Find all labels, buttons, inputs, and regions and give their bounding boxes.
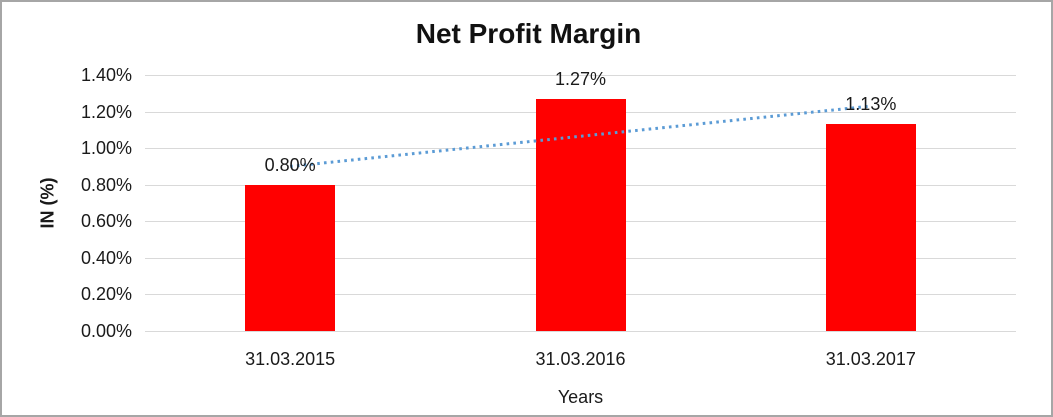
y-axis-tick-label: 0.20% bbox=[80, 284, 132, 305]
y-axis-tick-label: 0.00% bbox=[80, 321, 132, 341]
gridline bbox=[145, 331, 1016, 332]
y-axis-tick-label: 0.40% bbox=[80, 247, 132, 268]
y-axis-tick-label: 0.80% bbox=[80, 174, 132, 195]
plot-area: 0.80% 1.27% 1.13% bbox=[145, 69, 1016, 332]
data-label: 1.13% bbox=[845, 94, 897, 115]
y-axis-tick-label: 1.00% bbox=[80, 138, 132, 159]
y-axis-tick-label: 1.20% bbox=[80, 101, 132, 122]
chart-title: Net Profit Margin bbox=[415, 18, 642, 49]
data-label: 0.80% bbox=[264, 154, 316, 175]
x-axis-tick-label: 31.03.2015 bbox=[245, 349, 336, 369]
bar-31.03.2017 bbox=[825, 124, 916, 331]
bar-31.03.2016 bbox=[535, 98, 626, 331]
y-axis-tick-label: 0.60% bbox=[80, 211, 132, 232]
gridline bbox=[145, 75, 1016, 76]
x-axis-title: Years bbox=[557, 387, 604, 407]
x-axis-tick-label: 31.03.2017 bbox=[825, 349, 916, 369]
trendline-path bbox=[290, 104, 871, 168]
bar-31.03.2015 bbox=[245, 184, 336, 331]
trendline bbox=[290, 104, 871, 168]
x-axis-tick-label: 31.03.2016 bbox=[535, 349, 626, 369]
y-axis-title: IN (%) bbox=[37, 177, 58, 229]
y-axis-tick-label: 1.40% bbox=[80, 65, 132, 85]
data-label: 1.27% bbox=[554, 68, 607, 89]
